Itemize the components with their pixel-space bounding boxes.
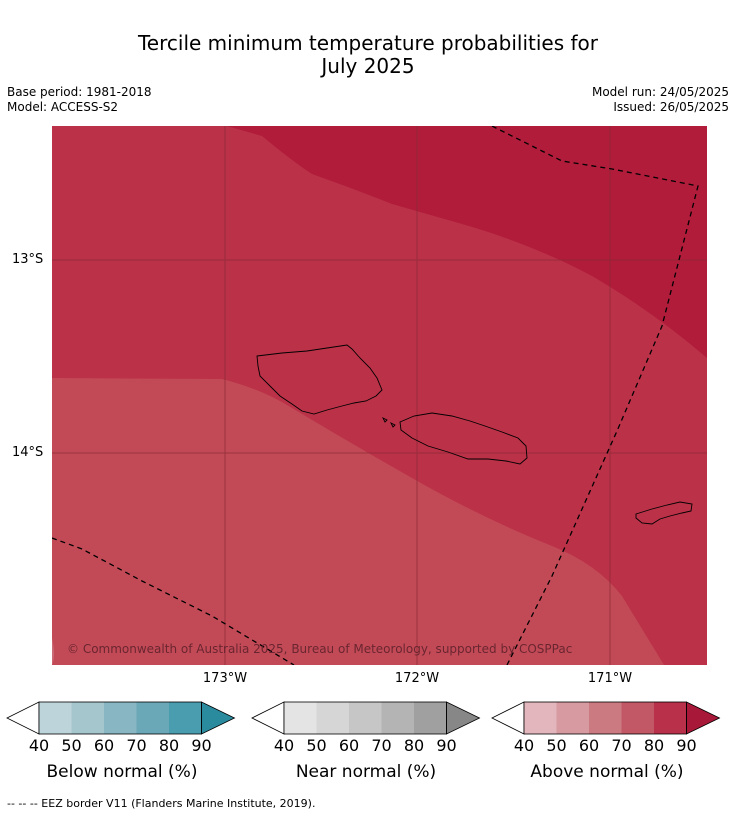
map-title-line2: July 2025 bbox=[321, 54, 415, 78]
above-colorbar-bin-50 bbox=[556, 702, 589, 734]
eez-border-east bbox=[491, 126, 699, 665]
above-colorbar-tick-70: 70 bbox=[611, 736, 632, 755]
near-colorbar-bin-70 bbox=[381, 702, 414, 734]
above-colorbar-tick-40: 40 bbox=[513, 736, 535, 755]
near-colorbar-tick-80: 80 bbox=[403, 736, 425, 755]
islands bbox=[256, 344, 693, 525]
colorbar-title-near: Near normal (%) bbox=[295, 762, 437, 782]
below-colorbar-bin-60 bbox=[104, 702, 137, 734]
below-colorbar-tick-70: 70 bbox=[126, 736, 147, 755]
above-colorbar-extend-low bbox=[491, 701, 525, 735]
near-colorbar-tick-90: 90 bbox=[436, 736, 457, 755]
colorbar-near bbox=[251, 701, 481, 735]
lat-label-13s: 13°S bbox=[12, 252, 44, 267]
colorbar-title-above: Above normal (%) bbox=[530, 762, 684, 782]
above-colorbar-tick-60: 60 bbox=[578, 736, 600, 755]
meta-right: Model run: 24/05/2025 Issued: 26/05/2025 bbox=[592, 85, 729, 115]
near-colorbar-bin-80 bbox=[414, 702, 447, 734]
lon-label-173w: 173°W bbox=[202, 671, 248, 686]
below-colorbar-extend-high bbox=[201, 701, 236, 735]
above-colorbar-outline bbox=[523, 701, 687, 735]
near-colorbar-tick-60: 60 bbox=[338, 736, 360, 755]
model-name: Model: ACCESS-S2 bbox=[7, 100, 119, 114]
zone-above-90 bbox=[227, 126, 707, 358]
below-colorbar-bin-50 bbox=[71, 702, 104, 734]
below-colorbar-tick-40: 40 bbox=[28, 736, 50, 755]
near-colorbar-tick-50: 50 bbox=[306, 736, 327, 755]
zone-above-70 bbox=[52, 378, 664, 665]
near-colorbar-bin-40 bbox=[284, 702, 317, 734]
near-colorbar-extend-high bbox=[446, 701, 481, 735]
above-colorbar-bin-60 bbox=[589, 702, 622, 734]
island-upolu bbox=[399, 412, 528, 465]
island-savaii bbox=[256, 344, 383, 415]
below-colorbar-bin-80 bbox=[169, 702, 202, 734]
near-colorbar-tick-40: 40 bbox=[273, 736, 295, 755]
below-colorbar-tick-80: 80 bbox=[158, 736, 180, 755]
meta-left: Base period: 1981-2018 Model: ACCESS-S2 bbox=[7, 85, 152, 115]
eez-border-west bbox=[52, 537, 295, 665]
above-colorbar-bin-40 bbox=[524, 702, 557, 734]
map-title-line1: Tercile minimum temperature probabilitie… bbox=[137, 31, 599, 55]
colorbar-title-below: Below normal (%) bbox=[46, 762, 198, 782]
island-tutuila bbox=[635, 501, 693, 525]
issued-date: Issued: 26/05/2025 bbox=[613, 100, 729, 114]
near-colorbar-bin-60 bbox=[349, 702, 382, 734]
below-colorbar-tick-50: 50 bbox=[61, 736, 82, 755]
copyright-notice: © Commonwealth of Australia 2025, Bureau… bbox=[67, 642, 573, 656]
lon-label-172w: 172°W bbox=[394, 671, 440, 686]
model-run: Model run: 24/05/2025 bbox=[591, 85, 729, 99]
zone-above-60 bbox=[52, 638, 54, 665]
base-period: Base period: 1981-2018 bbox=[7, 85, 152, 99]
below-colorbar-outline bbox=[38, 701, 202, 735]
below-colorbar-tick-90: 90 bbox=[191, 736, 212, 755]
above-colorbar-bin-80 bbox=[654, 702, 687, 734]
colorbar-below bbox=[6, 701, 236, 735]
probability-map bbox=[52, 126, 707, 665]
below-colorbar-tick-60: 60 bbox=[93, 736, 115, 755]
above-colorbar-extend-high bbox=[686, 701, 721, 735]
near-colorbar-bin-50 bbox=[316, 702, 349, 734]
eez-footnote: -- -- -- EEZ border V11 (Flanders Marine… bbox=[7, 797, 316, 810]
above-colorbar-tick-90: 90 bbox=[676, 736, 697, 755]
island-apolima bbox=[389, 421, 396, 428]
lon-label-171w: 171°W bbox=[587, 671, 633, 686]
eez-borders bbox=[52, 126, 699, 665]
island-manono bbox=[381, 416, 388, 423]
below-colorbar-bin-70 bbox=[136, 702, 169, 734]
above-colorbar-tick-50: 50 bbox=[546, 736, 567, 755]
above-colorbar-tick-80: 80 bbox=[643, 736, 665, 755]
near-colorbar-extend-low bbox=[251, 701, 285, 735]
above-colorbar-bin-70 bbox=[621, 702, 654, 734]
near-colorbar-tick-70: 70 bbox=[371, 736, 392, 755]
lat-label-14s: 14°S bbox=[12, 445, 44, 460]
near-colorbar-outline bbox=[283, 701, 447, 735]
gridlines bbox=[52, 126, 707, 665]
below-colorbar-extend-low bbox=[6, 701, 40, 735]
colorbar-above bbox=[491, 701, 721, 735]
below-colorbar-bin-40 bbox=[39, 702, 72, 734]
